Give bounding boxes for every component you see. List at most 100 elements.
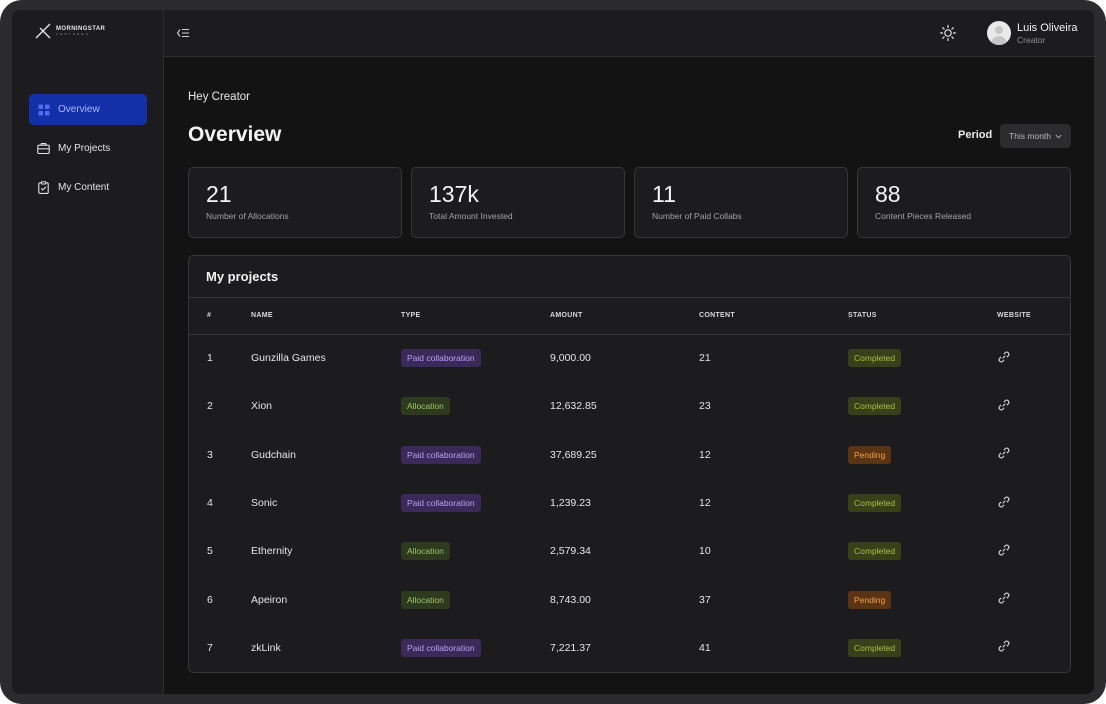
type-cell: Paid collaboration	[401, 624, 550, 672]
status-cell: Pending	[848, 431, 997, 479]
type-badge: Paid collaboration	[401, 494, 481, 513]
project-name: Xion	[251, 400, 273, 413]
amount-cell: 37,689.25	[550, 448, 597, 461]
status-cell: Completed	[848, 382, 997, 430]
amount-cell: 9,000.00	[550, 352, 591, 365]
project-name: zkLink	[251, 641, 281, 654]
brand-wordmark: MORNINGSTAR VENTURES	[56, 26, 105, 36]
status-cell: Completed	[848, 527, 997, 575]
type-badge: Allocation	[401, 397, 450, 416]
column-header-website[interactable]: WEBSITE	[997, 312, 1031, 320]
link-icon[interactable]	[997, 350, 1011, 364]
stat-label: Total Amount Invested	[429, 211, 513, 222]
sidebar-item-my-content[interactable]: My Content	[29, 172, 147, 203]
status-cell: Completed	[848, 334, 997, 382]
column-header-type[interactable]: TYPE	[401, 312, 421, 320]
status-cell: Completed	[848, 624, 997, 672]
status-badge: Completed	[848, 638, 902, 657]
website-cell	[997, 479, 1070, 527]
clipboard-check-icon	[37, 181, 50, 194]
status-cell: Pending	[848, 575, 997, 623]
status-badge: Pending	[848, 590, 892, 609]
stat-label: Content Pieces Released	[875, 211, 971, 222]
column-header-status[interactable]: STATUS	[848, 312, 877, 320]
row-number: 5	[207, 545, 213, 558]
stat-card-content-released: 88 Content Pieces Released	[857, 167, 1071, 238]
chevron-down-icon	[1055, 134, 1062, 138]
type-cell: Allocation	[401, 527, 550, 575]
column-header-number[interactable]: #	[207, 312, 212, 320]
type-badge: Allocation	[401, 590, 450, 609]
table-row[interactable]: 5 Ethernity Allocation 2,579.34 10 Completed	[189, 527, 1070, 575]
table-row[interactable]: 1 Gunzilla Games Paid collaboration 9,000.0…	[189, 334, 1070, 382]
amount-cell: 1,239.23	[550, 497, 591, 510]
content-count-cell: 12	[699, 448, 711, 461]
type-cell: Allocation	[401, 575, 550, 623]
row-number: 2	[207, 400, 213, 413]
content-count-cell: 41	[699, 641, 711, 654]
user-role: Creator	[1017, 34, 1046, 45]
link-icon[interactable]	[997, 446, 1011, 460]
link-icon[interactable]	[997, 543, 1011, 557]
column-header-content[interactable]: CONTENT	[699, 312, 735, 320]
brand-sub: VENTURES	[56, 32, 90, 36]
grid-icon	[37, 103, 50, 116]
content-count-cell: 12	[699, 497, 711, 510]
stat-value: 137k	[429, 181, 479, 207]
user-name: Luis Oliveira	[1017, 21, 1078, 34]
avatar	[987, 21, 1011, 45]
type-badge: Paid collaboration	[401, 638, 481, 657]
table-row[interactable]: 4 Sonic Paid collaboration 1,239.23 12 Comple…	[189, 479, 1070, 527]
stats-row: 21 Number of Allocations 137k Total Amou…	[188, 167, 1071, 238]
status-badge: Completed	[848, 542, 902, 561]
amount-cell: 8,743.00	[550, 593, 591, 606]
period-select-value: This month	[1008, 131, 1052, 141]
stat-value: 21	[206, 181, 232, 207]
sidebar-item-overview[interactable]: Overview	[29, 94, 147, 125]
stat-label: Number of Allocations	[206, 211, 289, 222]
stat-card-allocations: 21 Number of Allocations	[188, 167, 402, 238]
sidebar-item-label: My Projects	[58, 143, 111, 154]
link-icon[interactable]	[997, 639, 1011, 653]
type-cell: Allocation	[401, 382, 550, 430]
page-title: Overview	[188, 123, 282, 146]
project-name: Apeiron	[251, 593, 288, 606]
brand-logo[interactable]: MORNINGSTAR VENTURES	[34, 22, 105, 40]
projects-table: # NAME TYPE AMOUNT CONTENT STATUS WEBSIT…	[189, 298, 1070, 672]
project-name: Gunzilla Games	[251, 352, 326, 365]
amount-cell: 2,579.34	[550, 545, 591, 558]
row-number: 7	[207, 641, 213, 654]
theme-toggle-sun-icon[interactable]	[939, 24, 957, 42]
link-icon[interactable]	[997, 398, 1011, 412]
table-row[interactable]: 6 Apeiron Allocation 8,743.00 37 Pending	[189, 575, 1070, 623]
website-cell	[997, 382, 1070, 430]
project-name: Ethernity	[251, 545, 293, 558]
app-window: MORNINGSTAR VENTURES Overview	[12, 10, 1094, 694]
type-cell: Paid collaboration	[401, 334, 550, 382]
column-header-amount[interactable]: AMOUNT	[550, 312, 583, 320]
stat-label: Number of Paid Collabs	[652, 211, 742, 222]
status-badge: Completed	[848, 397, 902, 416]
user-menu[interactable]: Luis Oliveira Creator	[987, 21, 1078, 45]
row-number: 4	[207, 497, 213, 510]
column-header-name[interactable]: NAME	[251, 312, 273, 320]
project-name: Gudchain	[251, 448, 296, 461]
row-number: 3	[207, 448, 213, 461]
status-cell: Completed	[848, 479, 997, 527]
link-icon[interactable]	[997, 591, 1011, 605]
table-row[interactable]: 3 Gudchain Paid collaboration 37,689.25 12 Pe…	[189, 431, 1070, 479]
stat-value: 11	[652, 181, 676, 207]
link-icon[interactable]	[997, 495, 1011, 509]
briefcase-icon	[37, 142, 50, 155]
table-row[interactable]: 2 Xion Allocation 12,632.85 23 Completed	[189, 382, 1070, 430]
content-count-cell: 10	[699, 545, 711, 558]
top-bar: Luis Oliveira Creator	[164, 10, 1094, 57]
period-select[interactable]: This month	[1000, 124, 1071, 148]
type-badge: Allocation	[401, 542, 450, 561]
collapse-sidebar-icon[interactable]	[176, 26, 190, 40]
table-row[interactable]: 7 zkLink Paid collaboration 7,221.37 41 Compl…	[189, 624, 1070, 672]
sidebar-item-my-projects[interactable]: My Projects	[29, 133, 147, 164]
sidebar-item-label: My Content	[58, 182, 110, 193]
projects-panel: My projects # NAME TYPE AMOUNT CONTENT S…	[188, 255, 1071, 673]
sidebar: MORNINGSTAR VENTURES Overview	[12, 10, 164, 694]
